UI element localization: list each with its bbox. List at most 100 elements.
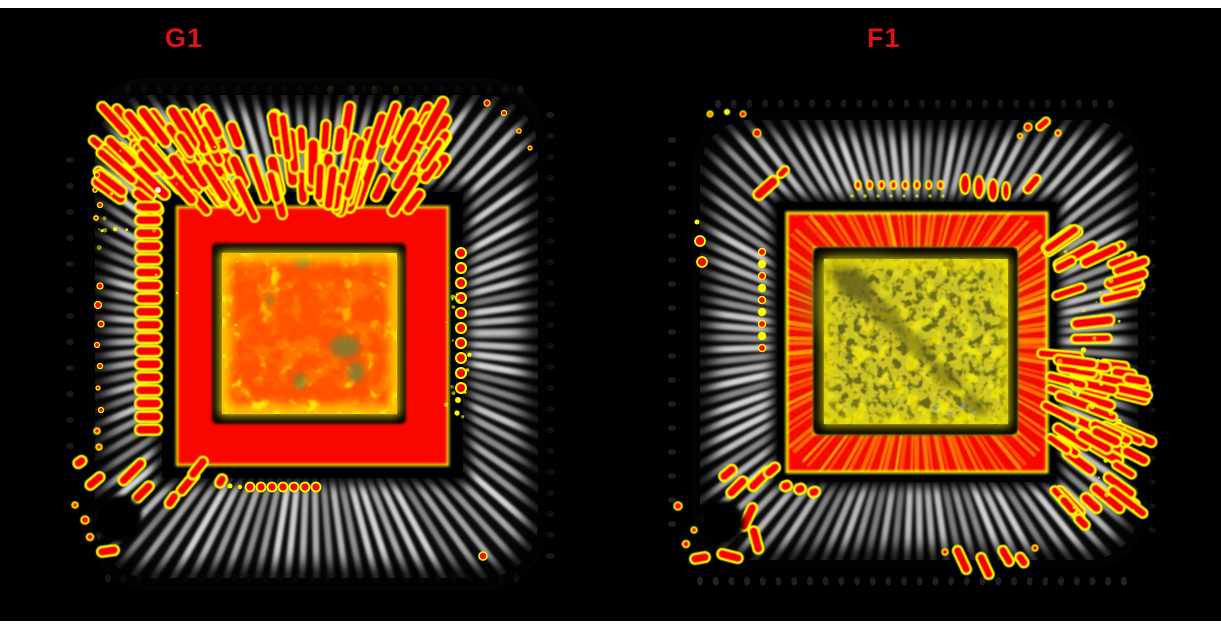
delam-capsule [1040,400,1080,426]
delam-capsule [95,147,138,186]
delam-dot [478,551,488,561]
delam-dot [119,149,122,152]
delam-dot [941,194,945,198]
outer-pin-dot [869,576,876,586]
outer-pin-dot [759,576,766,586]
delam-dot [221,173,227,179]
delam-dot [310,481,322,493]
delam-dot [234,323,238,327]
delam-capsule [133,370,164,384]
outer-pin-dot [979,576,986,586]
left-edge-specks [92,99,533,414]
delam-dot [112,226,118,232]
delam-dot [757,331,767,341]
outer-pin-dot [1029,99,1035,109]
outer-pin-dot [697,576,703,586]
delam-dot [1060,490,1064,494]
delam-dot [757,343,767,353]
delam-capsule [265,169,283,205]
delam-dot [723,108,731,116]
die-core-glow [822,258,1010,426]
delam-dot [1108,410,1114,417]
delam-capsule [1045,432,1073,455]
die-ring-fringe [175,205,450,467]
delam-dot [987,178,999,202]
outer-pin-dot [746,99,753,109]
delam-capsule [1079,242,1121,269]
delam-capsule [747,525,765,555]
delam-capsule [1034,116,1052,132]
delam-dot-column-left [694,219,767,353]
delam-dot [889,194,893,198]
outer-pin-dot [809,99,816,109]
outer-pin-dot [1105,576,1112,586]
delam-dot [457,299,461,302]
outer-pin-dot [66,157,74,163]
outer-pin-dot [545,112,555,118]
delam-capsule [1051,422,1092,452]
delam-dot [1075,428,1081,434]
delam-dot [757,307,767,317]
delam-dot [1072,506,1076,509]
olive-smudge [928,360,962,390]
outer-pin-dot [668,473,676,479]
outer-pin-dot [668,401,676,407]
delam-dot [455,352,467,364]
olive-smudge [826,257,874,303]
delam-dot [461,415,465,419]
outer-pin-dot [981,99,988,109]
die-core-glow [219,251,400,416]
olive-spot [294,373,306,389]
outer-pin-dot [668,209,676,215]
outer-pin-dot [1091,99,1098,109]
delam-dot [961,404,965,408]
outer-pin-dot [668,137,676,143]
delam-dot [694,235,706,247]
delam-capsule [213,473,229,489]
outer-pin-dot [668,257,676,263]
delam-dot [696,256,708,268]
delam-capsule [133,397,164,410]
delam-dot [1066,391,1068,394]
delam-capsule [133,410,164,423]
delam-dot [1091,426,1094,429]
delam-capsule [133,200,164,214]
outer-pin-dot [66,209,74,215]
outer-pin-dot [966,99,973,109]
delam-capsule [318,118,332,153]
delam-dot [97,406,105,414]
olive-smudge [961,392,989,418]
delam-dot [155,187,161,193]
outer-vignette [82,82,551,591]
outer-pin-dot [822,576,829,586]
delam-dot [152,228,157,233]
delam-dot [450,294,456,300]
delam-capsule [231,176,261,223]
outer-pin-dot [668,425,676,431]
delam-dot [1052,372,1055,375]
delam-dot [850,194,854,198]
delam-dot [1103,458,1108,463]
delam-capsule [1014,551,1030,569]
delam-dot [1096,358,1099,361]
outer-pin-dot [66,261,74,267]
delam-dot [175,182,178,186]
delam-capsule [716,547,744,565]
outer-pin-dot [1089,576,1096,586]
delam-capsule [1052,353,1099,370]
delam-dot [444,402,449,407]
delam-dot [455,382,467,394]
delam-capsule [1070,313,1116,331]
delam-dot [150,263,154,267]
delam-dot [71,501,79,509]
chip-image-g1 [66,82,555,591]
delam-dot [889,179,898,191]
outer-pin-dot [762,99,769,109]
delamination-fan-top [87,95,453,223]
delam-capsule [775,164,791,180]
delam-dot [450,384,454,389]
delam-capsule [225,120,245,150]
olive-smudge [896,327,934,363]
delam-capsule [1057,494,1079,516]
outer-pin-dot [66,391,74,397]
